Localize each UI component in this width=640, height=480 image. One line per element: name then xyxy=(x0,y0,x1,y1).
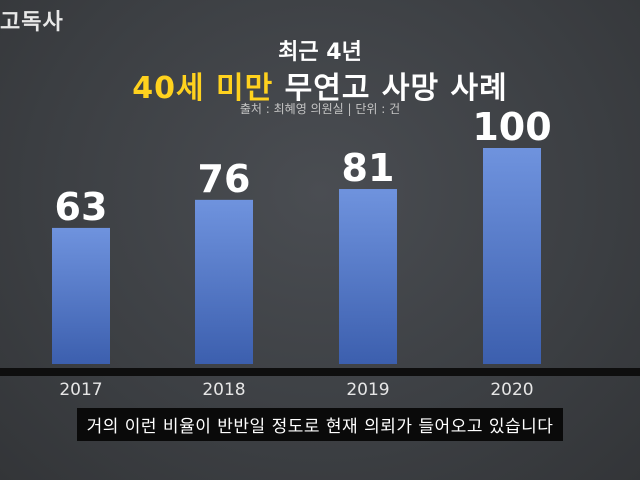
bar-2017 xyxy=(52,227,110,364)
source-note: 출처 : 최혜영 의원실 | 단위 : 건 xyxy=(239,102,401,116)
x-tick-2019: 2019 xyxy=(346,380,389,400)
chart-subtitle: 최근 4년 xyxy=(278,40,362,65)
x-tick-2020: 2020 xyxy=(490,380,533,400)
bar-2019 xyxy=(339,189,397,364)
data-label-2018: 76 xyxy=(198,157,251,201)
title-highlight: 40세 미만 xyxy=(132,71,274,106)
subtitle-caption: 거의 이런 비율이 반반일 정도로 현재 의뢰가 들어오고 있습니다 xyxy=(0,408,640,441)
corner-label: 고독사 xyxy=(0,10,64,35)
x-tick-2018: 2018 xyxy=(202,380,245,400)
axis-band xyxy=(0,368,640,376)
bar-2020 xyxy=(483,148,541,364)
x-tick-2017: 2017 xyxy=(59,380,102,400)
chart-title: 40세 미만 무연고 사망 사례 xyxy=(0,63,640,107)
data-label-2020: 100 xyxy=(472,105,551,149)
bar-2018 xyxy=(195,199,253,364)
title-rest: 무연고 사망 사례 xyxy=(284,71,508,106)
data-label-2017: 63 xyxy=(55,185,108,229)
data-label-2019: 81 xyxy=(342,146,395,190)
caption-text: 거의 이런 비율이 반반일 정도로 현재 의뢰가 들어오고 있습니다 xyxy=(76,408,564,441)
